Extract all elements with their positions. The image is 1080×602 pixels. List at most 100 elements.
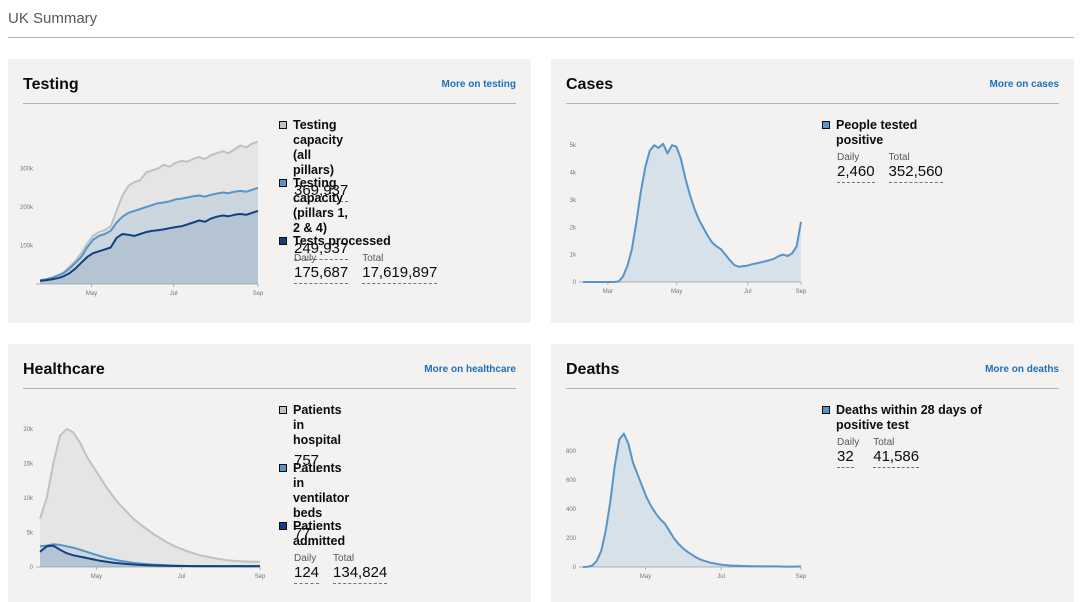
- legend-swatch: [279, 237, 287, 245]
- x-tick-label: Jul: [170, 291, 178, 297]
- y-tick-label: 4k: [570, 171, 577, 177]
- total-caption: Total: [873, 437, 895, 448]
- page-title: UK Summary: [8, 10, 98, 27]
- x-tick-label: Sep: [796, 289, 807, 295]
- daily-caption: Daily: [837, 152, 860, 163]
- x-tick-label: May: [671, 289, 682, 295]
- more-on-cases-link[interactable]: More on cases: [989, 79, 1059, 90]
- healthcare-card: Healthcare More on healthcare 0 5k 10k 15k 2…: [8, 344, 531, 602]
- y-tick-label: 5k: [570, 143, 577, 149]
- card-title: Deaths: [566, 361, 620, 378]
- legend-swatch: [279, 464, 287, 472]
- metric-value[interactable]: 369,937: [294, 182, 349, 202]
- card-title: Testing: [23, 76, 79, 93]
- metric-label: People tested positive: [836, 118, 918, 147]
- y-tick-label: 15k: [23, 461, 34, 467]
- cases-chart: 0 1k 2k 3k 4k 5k Mar May Jul Sep: [570, 142, 807, 295]
- daily-value[interactable]: 32: [837, 448, 854, 468]
- y-tick-label: 0: [30, 565, 34, 571]
- x-tick-label: May: [91, 574, 102, 580]
- x-tick-label: Sep: [253, 291, 264, 297]
- more-on-deaths-link[interactable]: More on deaths: [985, 364, 1059, 375]
- metric-value[interactable]: 757: [294, 452, 320, 472]
- metric-deaths-within-28-days: Deaths within 28 days of positive test D…: [822, 403, 1052, 468]
- x-tick-label: Jul: [178, 574, 186, 580]
- series-0-area: [583, 143, 801, 282]
- metric-people-tested-positive: People tested positive Daily 2,460 Total…: [822, 118, 943, 183]
- total-value[interactable]: 17,619,897: [362, 264, 438, 284]
- y-tick-label: 20k: [23, 427, 34, 433]
- metric-label: Testing capacity (pillars 1, 2 & 4): [293, 176, 348, 235]
- y-tick-label: 400: [566, 507, 577, 513]
- legend-swatch: [822, 406, 830, 414]
- metric-label: Patients in hospital: [293, 403, 342, 447]
- x-tick-label: May: [640, 574, 651, 580]
- total-value[interactable]: 41,586: [873, 448, 920, 468]
- series-0-line: [582, 432, 802, 568]
- x-tick-label: Jul: [744, 289, 752, 295]
- metric-patients-in-ventilator-beds: Patients in ventilator beds 77: [279, 461, 349, 545]
- testing-chart: 100k 200k 300k May Jul Sep: [20, 140, 264, 297]
- card-title: Cases: [566, 76, 614, 93]
- series-0-area: [583, 433, 801, 567]
- y-tick-label: 2k: [570, 225, 577, 231]
- deaths-chart: 0 200 400 600 800 May Jul Sep: [566, 432, 807, 580]
- total-caption: Total: [333, 553, 355, 564]
- metric-label: Deaths within 28 days of positive test: [836, 403, 982, 432]
- testing-card: Testing More on testing 100k 200k 300k May J…: [8, 59, 531, 323]
- total-caption: Total: [888, 152, 910, 163]
- y-tick-label: 200k: [20, 205, 34, 211]
- x-tick-label: Jul: [717, 574, 725, 580]
- series-1-area: [40, 544, 260, 567]
- x-tick-label: Mar: [603, 289, 613, 295]
- series-2-area: [40, 210, 258, 284]
- y-tick-label: 3k: [570, 198, 577, 204]
- metric-tests-processed: Tests processed Daily 175,687 Total 17,6…: [279, 234, 438, 284]
- total-caption: Total: [362, 253, 384, 264]
- card-header: Deaths More on deaths: [566, 344, 1059, 389]
- metric-testing-capacity-pillars: Testing capacity (pillars 1, 2 & 4) 249,…: [279, 176, 349, 260]
- card-header: Testing More on testing: [23, 59, 516, 104]
- metric-label: Patients in ventilator beds: [293, 461, 350, 520]
- card-header: Healthcare More on healthcare: [23, 344, 516, 389]
- metric-label: Tests processed: [293, 234, 391, 248]
- metric-value[interactable]: 249,937: [294, 240, 349, 260]
- legend-swatch: [279, 406, 287, 414]
- y-tick-label: 1k: [570, 253, 577, 259]
- y-tick-label: 300k: [20, 167, 34, 173]
- total-value[interactable]: 352,560: [888, 163, 943, 183]
- series-2-line: [39, 544, 260, 568]
- metric-patients-in-hospital: Patients in hospital 757: [279, 403, 342, 472]
- total-value[interactable]: 134,824: [333, 564, 388, 584]
- series-0-line: [39, 140, 259, 282]
- series-0-area: [40, 428, 260, 567]
- more-on-healthcare-link[interactable]: More on healthcare: [424, 364, 516, 375]
- metric-patients-admitted: Patients admitted Daily 124 Total 134,82…: [279, 519, 388, 584]
- x-tick-label: Sep: [255, 574, 266, 580]
- deaths-card: Deaths More on deaths 0 200 400 600 800 May Ju…: [551, 344, 1074, 602]
- metric-testing-capacity-all: Testing capacity (all pillars) 369,937: [279, 118, 349, 202]
- series-0-line: [583, 142, 802, 283]
- metric-value[interactable]: 77: [294, 525, 311, 545]
- y-tick-label: 0: [573, 280, 577, 286]
- metric-label: Testing capacity (all pillars): [293, 118, 344, 177]
- legend-swatch: [279, 121, 287, 129]
- daily-value[interactable]: 2,460: [837, 163, 875, 183]
- y-tick-label: 200: [566, 536, 577, 542]
- x-tick-label: May: [86, 291, 97, 297]
- series-2-line: [39, 209, 259, 282]
- daily-value[interactable]: 175,687: [294, 264, 349, 284]
- metric-label: Patients admitted: [293, 519, 346, 548]
- daily-value[interactable]: 124: [294, 564, 320, 584]
- card-header: Cases More on cases: [566, 59, 1059, 104]
- y-tick-label: 800: [566, 449, 577, 455]
- series-0-area: [40, 141, 258, 284]
- more-on-testing-link[interactable]: More on testing: [441, 79, 516, 90]
- title-divider: [8, 37, 1074, 38]
- y-tick-label: 5k: [27, 530, 34, 536]
- y-tick-label: 10k: [23, 496, 34, 502]
- daily-caption: Daily: [294, 253, 317, 264]
- cases-card: Cases More on cases 0 1k 2k 3k 4k 5k Mar May Jul…: [551, 59, 1074, 323]
- daily-caption: Daily: [294, 553, 317, 564]
- series-0-line: [39, 427, 261, 563]
